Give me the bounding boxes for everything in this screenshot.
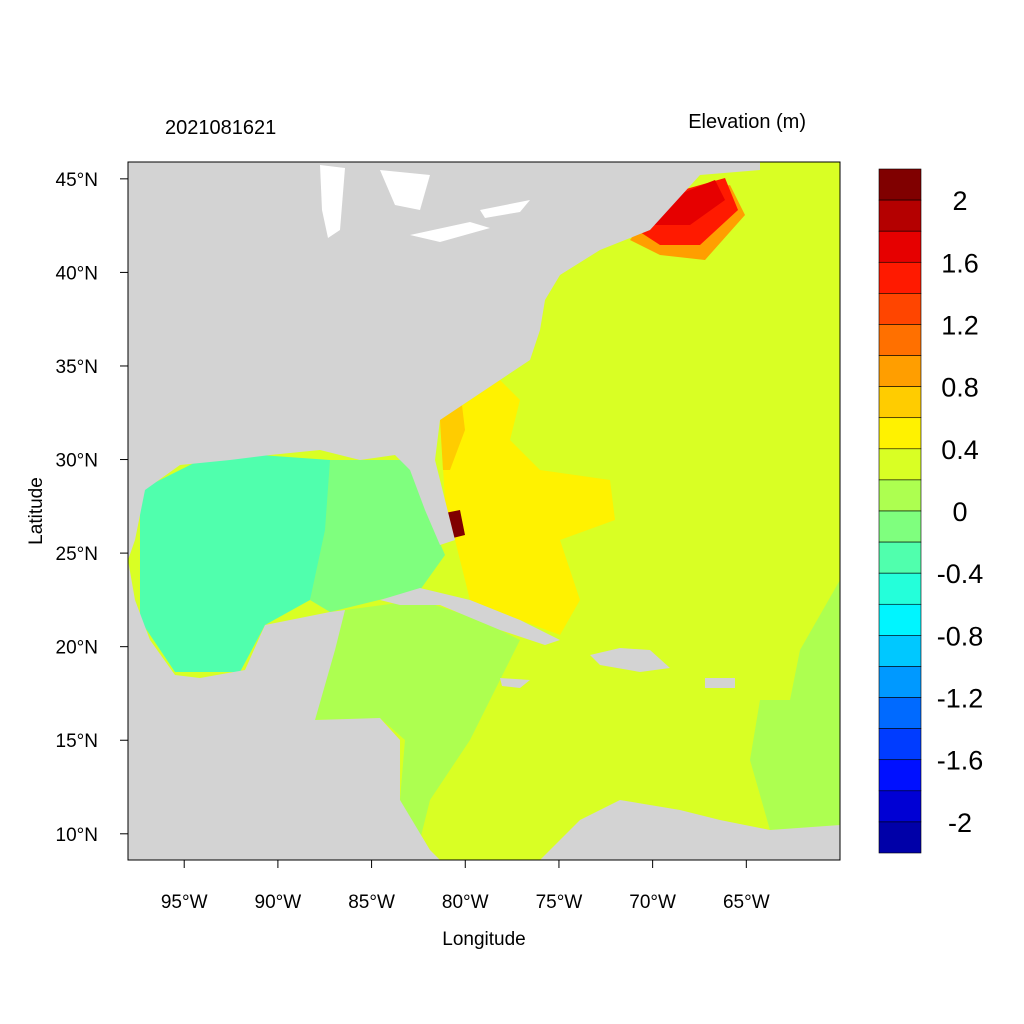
colorbar-bin (878, 759, 922, 792)
puerto-rico-land (705, 678, 735, 688)
gulf-west-zone (140, 455, 330, 672)
colorbar-label: 0.8 (941, 373, 979, 403)
x-axis: 95°W 90°W 85°W 80°W 75°W 70°W 65°W (161, 860, 770, 913)
colorbar-bin (878, 293, 922, 325)
colorbar-label: -0.4 (937, 559, 984, 589)
colorbar-label: 2 (952, 186, 967, 216)
colorbar-label: 1.6 (941, 248, 979, 278)
colorbar-label: -1.6 (937, 746, 984, 776)
colorbar-bin (878, 417, 922, 450)
colorbar-bin (878, 448, 922, 481)
colorbar-bin (878, 541, 922, 574)
atlantic-yellow-zone (440, 380, 615, 635)
y-axis-label: Latitude (26, 477, 47, 545)
date-title: 2021081621 (165, 117, 276, 139)
y-tick-label: 20°N (56, 638, 98, 659)
x-tick-label: 65°W (723, 892, 770, 913)
colorbar-label: 0 (952, 497, 967, 527)
variable-title: Elevation (m) (688, 111, 806, 133)
x-tick-label: 75°W (536, 892, 583, 913)
y-axis: 45°N 40°N 35°N 30°N 25°N 20°N 15°N 10°N (56, 170, 128, 846)
colorbar-bin (878, 261, 922, 294)
colorbar-label: -2 (948, 808, 972, 838)
y-tick-label: 35°N (56, 357, 98, 378)
great-lakes (410, 222, 490, 242)
colorbar-bin (878, 324, 922, 356)
y-tick-label: 40°N (56, 263, 98, 284)
cuba-land (380, 588, 560, 645)
central-america-land (128, 560, 440, 860)
colorbar-bin (878, 572, 922, 605)
y-tick-label: 25°N (56, 544, 98, 565)
hispaniola-land (590, 648, 670, 672)
plot-frame (127, 161, 841, 861)
colorbar-bin (878, 510, 922, 543)
colorbar-bin (878, 821, 922, 854)
colorbar-bin (878, 728, 922, 761)
georgia-orange-zone (440, 405, 465, 470)
colorbar-bin (878, 230, 922, 263)
x-tick-label: 90°W (255, 892, 302, 913)
colorbar: 2 1.6 1.2 0.8 0.4 0 -0.4 -0.8 -1.2 -1.6 -2 (878, 168, 984, 854)
x-tick-label: 85°W (348, 892, 395, 913)
x-tick-label: 80°W (442, 892, 489, 913)
y-tick-label: 15°N (56, 731, 98, 752)
colorbar-bin (878, 479, 922, 512)
colorbar-label: -1.2 (937, 684, 984, 714)
y-tick-label: 45°N (56, 170, 98, 191)
colorbar-label: 1.2 (941, 310, 979, 340)
caribbean-east-zone (750, 580, 840, 830)
colorbar-label: 0.4 (941, 435, 979, 465)
colorbar-bin (878, 168, 922, 201)
y-tick-label: 10°N (56, 825, 98, 846)
x-tick-label: 95°W (161, 892, 208, 913)
y-tick-label: 30°N (56, 451, 98, 472)
gulf-east-zone (310, 460, 445, 612)
map-area (128, 162, 840, 860)
colorbar-label: -0.8 (937, 621, 984, 651)
colorbar-bin (878, 697, 922, 729)
colorbar-bin (878, 386, 922, 419)
x-axis-label: Longitude (442, 929, 525, 950)
x-tick-label: 70°W (629, 892, 676, 913)
great-lakes (380, 170, 430, 210)
south-america-land (540, 800, 840, 860)
caribbean-west-zone (315, 600, 520, 840)
north-america-land (128, 162, 760, 560)
colorbar-bin (878, 635, 922, 667)
gulf-of-maine-darkred-zone (648, 180, 725, 225)
colorbar-bin (878, 199, 922, 232)
colorbar-bin (878, 355, 922, 387)
jamaica-land (500, 678, 530, 688)
colorbar-bin (878, 790, 922, 823)
great-lakes (320, 165, 345, 238)
colorbar-bin (878, 603, 922, 636)
great-lakes (480, 200, 530, 218)
colorbar-bin (878, 666, 922, 698)
